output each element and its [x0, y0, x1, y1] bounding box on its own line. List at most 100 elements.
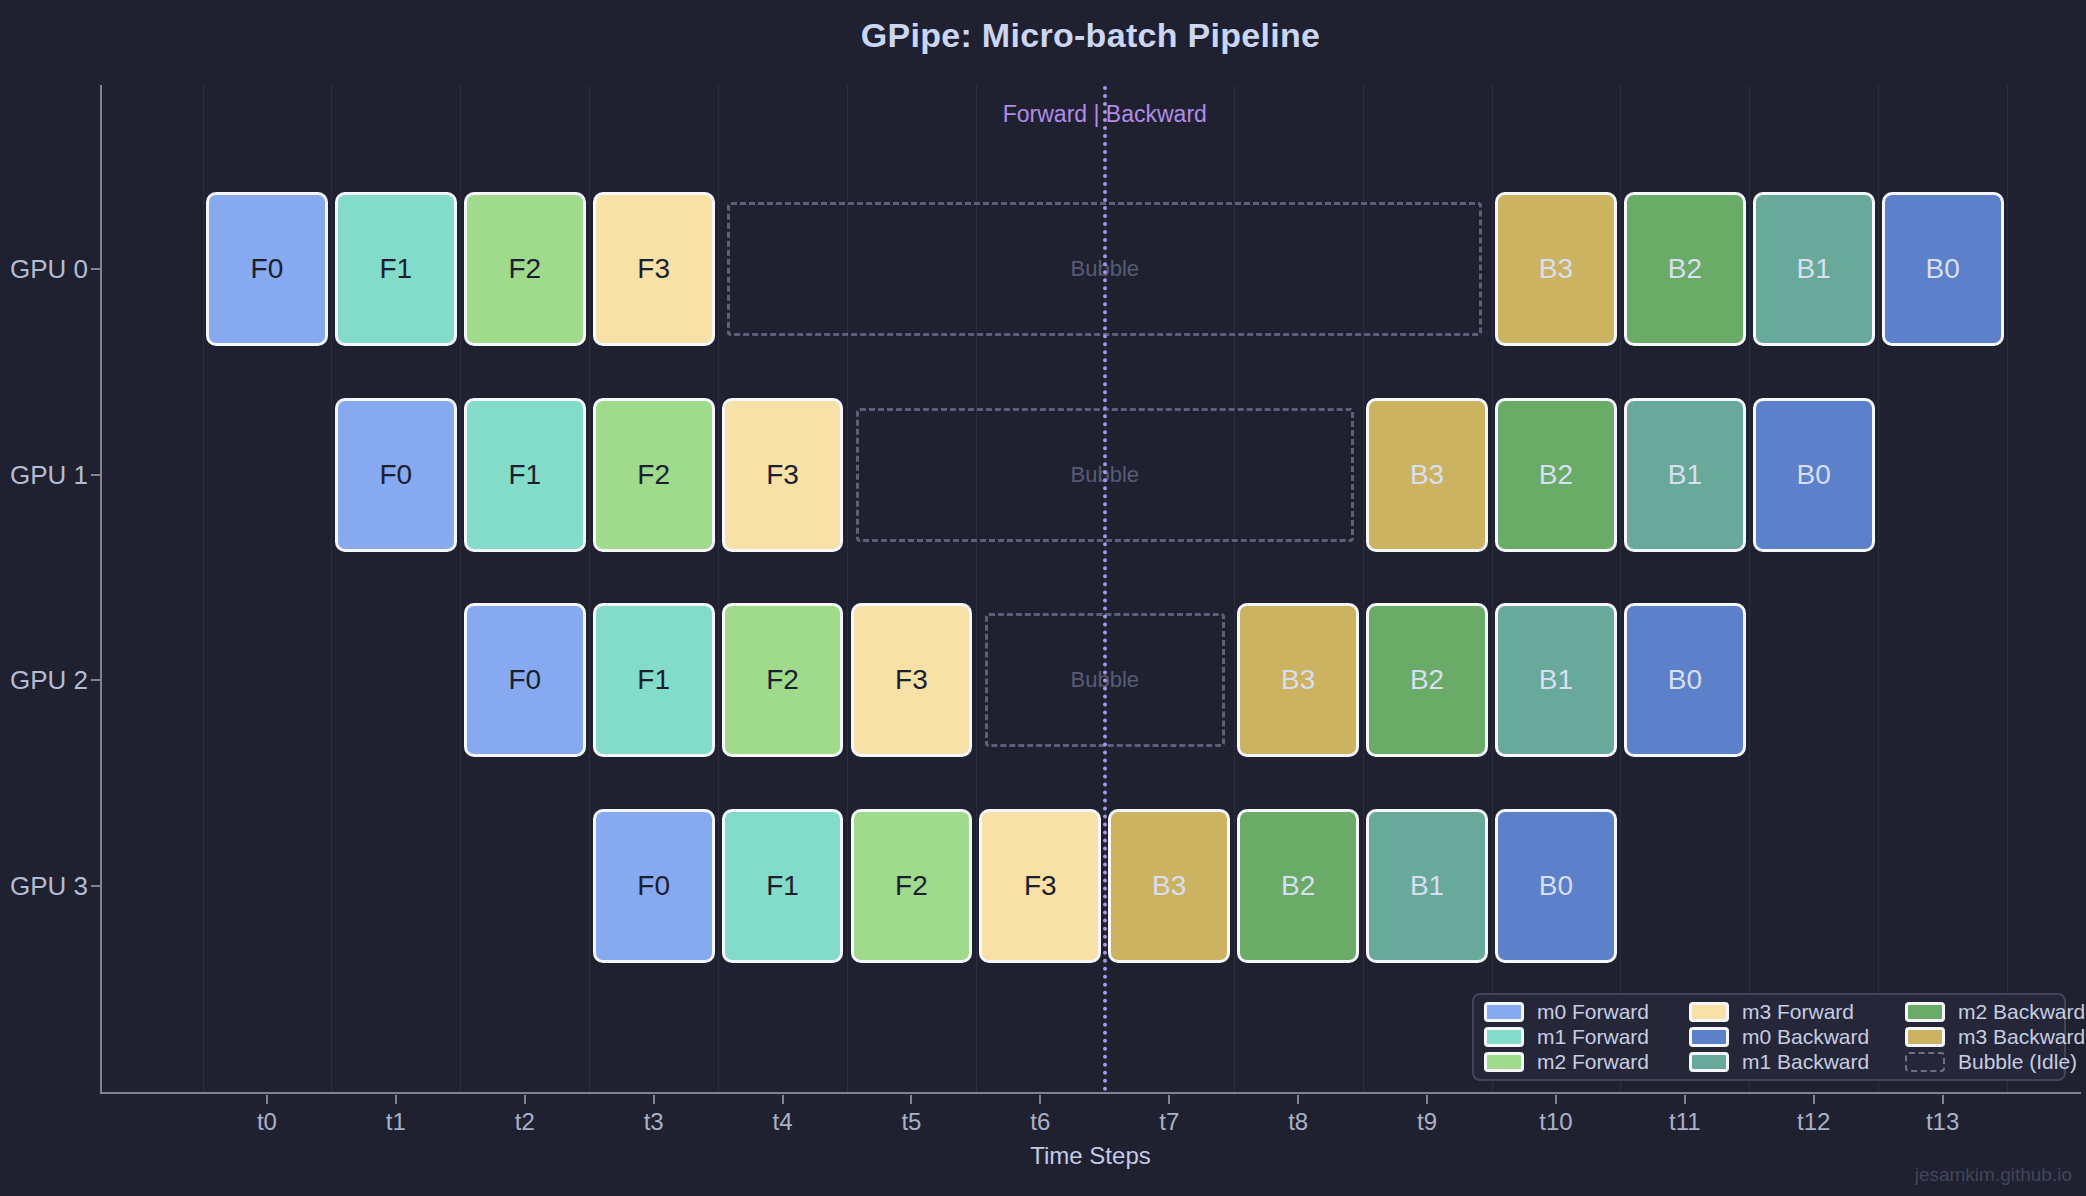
x-tick-label-t5: t5	[871, 1108, 951, 1136]
pipeline-block-f2-gpu1: F2	[593, 398, 715, 552]
x-tick-label-t8: t8	[1258, 1108, 1338, 1136]
y-axis-line	[100, 85, 102, 1093]
m3-backward-swatch	[1905, 1027, 1945, 1047]
gridline	[1878, 85, 1879, 1092]
pipeline-block-f0-gpu3: F0	[593, 809, 715, 963]
gridline	[1620, 85, 1621, 1092]
pipeline-block-b2-gpu3: B2	[1237, 809, 1359, 963]
gridline	[331, 85, 332, 1092]
m0-backward-swatch	[1689, 1027, 1729, 1047]
x-axis-tick	[1039, 1095, 1041, 1104]
pipeline-block-b1-gpu0: B1	[1753, 192, 1875, 346]
pipeline-block-b3-gpu3: B3	[1108, 809, 1230, 963]
legend-label: m0 Forward	[1537, 1000, 1649, 1024]
x-axis-tick	[1813, 1095, 1815, 1104]
pipeline-block-b2-gpu1: B2	[1495, 398, 1617, 552]
pipeline-block-f2-gpu3: F2	[851, 809, 973, 963]
x-axis-title: Time Steps	[101, 1142, 2080, 1170]
x-axis-tick	[395, 1095, 397, 1104]
x-axis-tick	[1684, 1095, 1686, 1104]
legend-label: Bubble (Idle)	[1958, 1050, 2077, 1074]
x-axis-tick	[524, 1095, 526, 1104]
y-axis-tick	[91, 679, 100, 681]
legend-label: m0 Backward	[1742, 1025, 1869, 1049]
x-axis-tick	[1168, 1095, 1170, 1104]
x-tick-label-t10: t10	[1516, 1108, 1596, 1136]
m2-backward-swatch	[1905, 1002, 1945, 1022]
legend-item-m1-backward: m1 Backward	[1689, 1049, 1905, 1074]
legend-item-m2-forward: m2 Forward	[1484, 1049, 1689, 1074]
legend-label: m2 Forward	[1537, 1050, 1649, 1074]
gridline	[1492, 85, 1493, 1092]
legend-item-m1-forward: m1 Forward	[1484, 1025, 1689, 1050]
x-axis-tick	[266, 1095, 268, 1104]
x-tick-label-t11: t11	[1645, 1108, 1725, 1136]
legend: m0 Forwardm1 Forwardm2 Forward m3 Forward…	[1472, 993, 2066, 1081]
legend-label: m2 Backward	[1958, 1000, 2085, 1024]
y-axis-tick	[91, 885, 100, 887]
x-tick-label-t1: t1	[356, 1108, 436, 1136]
x-axis-tick	[910, 1095, 912, 1104]
x-tick-label-t4: t4	[743, 1108, 823, 1136]
pipeline-block-b1-gpu2: B1	[1495, 603, 1617, 757]
x-axis-line	[100, 1092, 2081, 1094]
m2-forward-swatch	[1484, 1052, 1524, 1072]
x-tick-label-t2: t2	[485, 1108, 565, 1136]
legend-item-bubble: Bubble (Idle)	[1905, 1049, 2056, 1074]
pipeline-block-f1-gpu1: F1	[464, 398, 586, 552]
pipeline-block-f2-gpu2: F2	[722, 603, 844, 757]
pipeline-block-b1-gpu1: B1	[1624, 398, 1746, 552]
m0-forward-swatch	[1484, 1002, 1524, 1022]
pipeline-block-b0-gpu2: B0	[1624, 603, 1746, 757]
pipeline-block-b2-gpu0: B2	[1624, 192, 1746, 346]
legend-item-m2-backward: m2 Backward	[1905, 1000, 2056, 1025]
y-axis-tick	[91, 474, 100, 476]
gridline	[589, 85, 590, 1092]
y-axis-tick	[91, 268, 100, 270]
pipeline-block-b2-gpu2: B2	[1366, 603, 1488, 757]
legend-item-m3-backward: m3 Backward	[1905, 1025, 2056, 1050]
x-axis-tick	[1555, 1095, 1557, 1104]
pipeline-block-b3-gpu2: B3	[1237, 603, 1359, 757]
x-axis-tick	[1942, 1095, 1944, 1104]
x-tick-label-t7: t7	[1129, 1108, 1209, 1136]
pipeline-block-b0-gpu3: B0	[1495, 809, 1617, 963]
x-tick-label-t9: t9	[1387, 1108, 1467, 1136]
gridline	[1749, 85, 1750, 1092]
pipeline-block-f3-gpu3: F3	[979, 809, 1101, 963]
x-axis-tick	[653, 1095, 655, 1104]
x-tick-label-t3: t3	[614, 1108, 694, 1136]
legend-item-m3-forward: m3 Forward	[1689, 1000, 1905, 1025]
m1-backward-swatch	[1689, 1052, 1729, 1072]
gridline	[2007, 85, 2008, 1092]
forward-backward-divider-line	[1103, 86, 1107, 1092]
x-axis-tick	[1297, 1095, 1299, 1104]
gridline	[203, 85, 204, 1092]
x-axis-tick	[782, 1095, 784, 1104]
x-tick-label-t13: t13	[1903, 1108, 1983, 1136]
pipeline-block-f3-gpu2: F3	[851, 603, 973, 757]
pipeline-block-b1-gpu3: B1	[1366, 809, 1488, 963]
forward-backward-label: Forward | Backward	[925, 101, 1285, 128]
pipeline-block-f2-gpu0: F2	[464, 192, 586, 346]
watermark: jesamkim.github.io	[1915, 1164, 2072, 1186]
pipeline-block-b3-gpu1: B3	[1366, 398, 1488, 552]
y-axis-label-gpu3: GPU 3	[0, 870, 88, 902]
gpipe-pipeline-chart: GPipe: Micro-batch Pipeline Forward | Ba…	[0, 0, 2086, 1196]
pipeline-block-f1-gpu2: F1	[593, 603, 715, 757]
gridline	[718, 85, 719, 1092]
m1-forward-swatch	[1484, 1027, 1524, 1047]
pipeline-block-f3-gpu0: F3	[593, 192, 715, 346]
chart-title: GPipe: Micro-batch Pipeline	[101, 16, 2080, 55]
gridline	[460, 85, 461, 1092]
legend-label: m3 Forward	[1742, 1000, 1854, 1024]
pipeline-block-f1-gpu0: F1	[335, 192, 457, 346]
legend-label: m1 Backward	[1742, 1050, 1869, 1074]
legend-item-m0-forward: m0 Forward	[1484, 1000, 1689, 1025]
bubble-swatch	[1905, 1052, 1945, 1072]
pipeline-block-f0-gpu2: F0	[464, 603, 586, 757]
legend-label: m3 Backward	[1958, 1025, 2085, 1049]
x-tick-label-t12: t12	[1774, 1108, 1854, 1136]
y-axis-label-gpu0: GPU 0	[0, 253, 88, 285]
x-axis-tick	[1426, 1095, 1428, 1104]
